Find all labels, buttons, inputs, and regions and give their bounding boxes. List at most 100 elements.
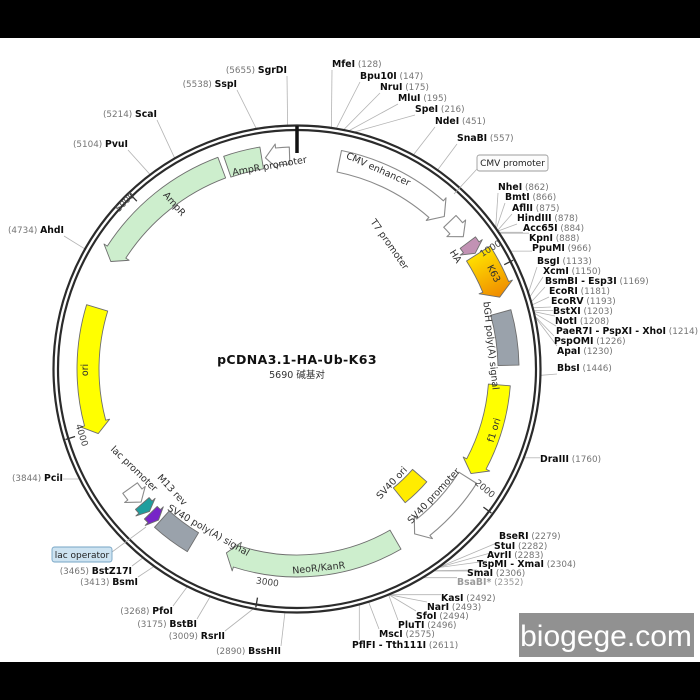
watermark-background [519,613,694,657]
leader-line [533,306,552,309]
leader-line [343,92,381,130]
plasmid-backbone [52,124,542,614]
scale-tick [483,506,492,514]
site-label-kasi: KasI (2492) [441,593,496,604]
leader-line [348,103,399,131]
leader-line [286,75,288,126]
leader-line [280,612,286,647]
bottom-letterbox-bar [0,662,700,700]
backbone-outer-circle [52,124,542,614]
site-label-bsmbi-esp3i: BsmBI - Esp3I (1169) [545,276,649,287]
leader-line [388,594,417,612]
sv40-ori [392,468,428,504]
cmv-enhancer [336,149,447,221]
site-label-pcii: (3844) PciI [12,473,63,484]
ampr-promoter-feature [223,146,264,178]
t7-promoter [443,214,467,238]
site-label-bmti: BmtI (866) [505,192,556,203]
site-label-pvui: (5104) PvuI [73,139,128,150]
site-label-ecorv: EcoRV (1193) [551,296,616,307]
sv40-polya-signal [154,510,200,553]
site-label-sspi: (5538) SspI [183,79,237,90]
site-label-pluti: PluTI (2496) [398,620,456,631]
site-label-aflii: AflII (875) [512,203,559,214]
leader-line [127,149,151,175]
site-label-pspomi: PspOMI (1226) [554,336,626,347]
site-label-ppumi: PpuMI (966) [532,243,591,254]
site-label-acc65i: Acc65I (884) [523,223,584,234]
site-label-msci: MscI (2575) [379,629,435,640]
leader-line [438,551,495,568]
leader-line [534,312,557,327]
leader-line [236,89,257,129]
m13-rev-primer [135,497,156,517]
site-label-apai: ApaI (1230) [557,346,613,357]
lac-promoter-feature [122,482,146,504]
site-label-bpu10i: Bpu10I (147) [360,71,423,82]
site-label-draiii: DraIII (1760) [540,454,601,465]
site-label-bsmi: (3413) BsmI [80,577,138,588]
site-label-ndei: NdeI (451) [435,116,486,127]
watermark: biogege.com [519,613,694,657]
leader-line [331,69,333,128]
leader-line [196,596,211,620]
leader-line [224,608,254,632]
leader-line [529,276,544,297]
cmv-promoter-box-text: CMV promoter [480,159,545,169]
plasmid-size: 5690 碱基对 [269,369,325,381]
leader-line [368,602,380,630]
site-label-xcmi: XcmI (1150) [543,266,601,277]
site-label-nrui: NruI (175) [380,82,429,93]
leader-line [496,202,506,229]
leader-line [534,311,556,317]
sv40-promoter [413,471,478,540]
site-label-rsrii: (3009) RsrII [169,631,225,642]
leader-line [497,213,513,231]
leader-line [137,566,155,578]
ha-tag [459,236,483,256]
site-label-mfei: MfeI (128) [332,59,382,70]
scale-label-3000: 3000 [255,576,279,589]
site-label-stui: StuI (2282) [494,541,547,552]
leader-line [413,126,436,155]
site-label-bstxi: BstXI (1203) [553,306,613,317]
ampr [103,156,227,262]
leader-line [535,316,555,337]
site-label-sgrdi: (5655) SgrDI [226,65,287,76]
site-label-bstz17i: (3465) BstZ17I [60,566,132,577]
restriction-site-labels: MfeI (128)Bpu10I (147)NruI (175)MluI (19… [8,59,698,657]
site-label-bsshii: (2890) BssHII [216,646,281,657]
site-label-mlui: MluI (195) [398,93,447,104]
scale-tick [129,193,138,202]
leader-line [388,594,399,621]
top-letterbox-bar [0,0,700,38]
site-label-ahdi: (4734) AhdI [8,225,64,236]
leader-line [434,569,478,572]
scale-tick [255,597,259,608]
leader-line [389,594,428,603]
ori-label: ori [80,364,91,376]
k63-ubiquitin [466,245,513,298]
leader-line [540,373,558,376]
site-label-paer7i-pspxi-xhoi: PaeR7I - PspXI - XhoI (1214) [556,326,698,337]
f1-ori [462,383,511,475]
site-label-smai: SmaI (2306) [467,568,525,579]
boxed-labels: CMV promoter lac operator [51,154,549,563]
leader-line [131,557,143,567]
neor-kanr [225,529,402,578]
site-label-snabi: SnaBI (557) [457,133,514,144]
leader-line [437,143,458,170]
lac-operator-box [51,546,113,563]
leader-line [336,81,361,129]
scale-tick [503,259,514,266]
leader-line [495,192,499,228]
leader-line [439,541,500,568]
site-label-avrii: AvrII (2283) [487,550,544,561]
leader-line [172,586,188,607]
lac-operator-feature [143,505,164,526]
site-label-bstbi: (3175) BstBI [137,619,197,630]
watermark-text: biogege.com [520,620,692,653]
plasmid-title: pCDNA3.1-HA-Ub-K63 [217,352,377,367]
leader-line [532,296,550,306]
site-label-bseri: BseRI (2279) [499,531,561,542]
